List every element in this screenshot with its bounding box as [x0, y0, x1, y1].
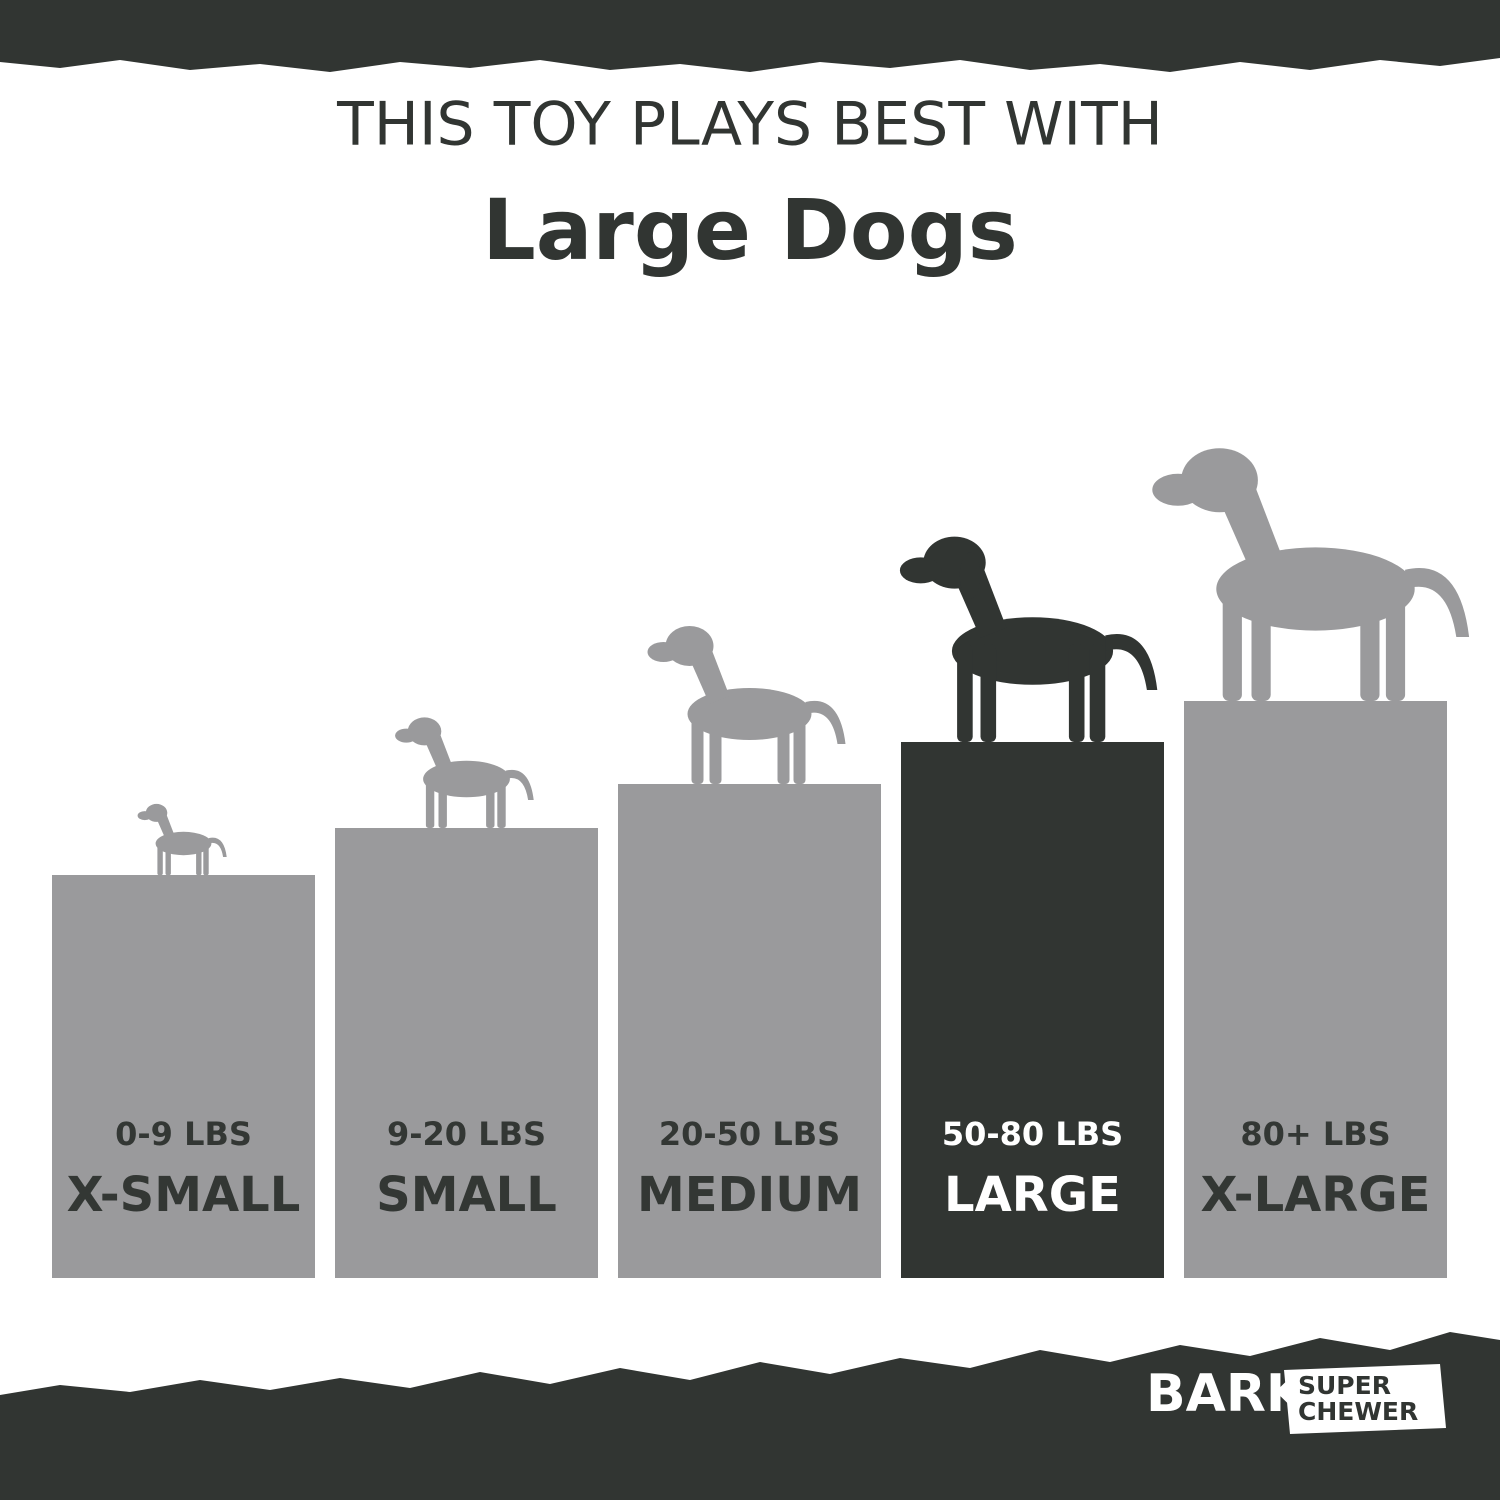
dog-leg: [957, 644, 973, 742]
dog-ear: [959, 552, 981, 599]
size-weight: 0-9 LBS: [115, 1115, 252, 1153]
title-line2: Large Dogs: [482, 181, 1018, 279]
dog-leg: [777, 709, 790, 784]
size-bars: 0-9 LBS X-SMALL 9-20 LBS SMALL 20-50 LBS MEDI…: [52, 448, 1470, 1278]
dog-leg: [1251, 581, 1271, 701]
dog-leg: [1385, 581, 1406, 701]
dog-tail: [208, 837, 227, 857]
dog-leg: [438, 775, 447, 828]
dog-tail: [505, 769, 534, 800]
title-line1: THIS TOY PLAYS BEST WITH: [336, 90, 1163, 160]
size-bar: [335, 828, 598, 1278]
dog-leg: [196, 841, 202, 875]
dog-ear: [1225, 467, 1252, 525]
dog-leg: [691, 709, 704, 784]
dog-silhouette: [137, 803, 227, 875]
dog-silhouette: [647, 626, 846, 784]
dog-leg: [980, 644, 997, 742]
size-label: X-SMALL: [67, 1167, 301, 1223]
dog-leg: [793, 709, 806, 784]
size-label: SMALL: [376, 1167, 557, 1223]
size-weight: 50-80 LBS: [942, 1115, 1123, 1153]
dog-leg: [1068, 644, 1085, 742]
size-bar: [52, 875, 315, 1278]
size-weight: 80+ LBS: [1240, 1115, 1390, 1153]
dog-tail: [1405, 568, 1470, 637]
dog-leg: [709, 709, 722, 784]
logo-brand: BARK: [1146, 1364, 1308, 1424]
dog-silhouette: [395, 717, 534, 828]
torn-top: [0, 0, 1500, 72]
size-weight: 9-20 LBS: [387, 1115, 546, 1153]
size-weight: 20-50 LBS: [659, 1115, 840, 1153]
dog-tail: [1105, 633, 1158, 690]
torn-bottom: [0, 1332, 1500, 1500]
size-bar: [1184, 701, 1447, 1278]
dog-silhouette: [1152, 448, 1470, 701]
dog-snout: [899, 557, 942, 584]
dog-silhouette: [899, 536, 1158, 742]
size-label: X-LARGE: [1201, 1167, 1431, 1223]
dog-leg: [1222, 581, 1242, 701]
dog-leg: [165, 841, 171, 875]
dog-leg: [486, 775, 495, 828]
dog-snout: [137, 811, 152, 821]
dog-ear: [693, 638, 710, 674]
dog-leg: [497, 775, 506, 828]
size-label: MEDIUM: [637, 1167, 862, 1223]
dog-snout: [1152, 473, 1204, 506]
dog-leg: [1360, 581, 1380, 701]
logo: BARK SUPER CHEWER: [1146, 1364, 1446, 1434]
dog-snout: [395, 728, 418, 743]
size-label: LARGE: [944, 1167, 1121, 1223]
dog-leg: [1089, 644, 1106, 742]
dog-ear: [158, 809, 166, 826]
dog-snout: [647, 642, 680, 662]
logo-box: [1284, 1364, 1446, 1434]
size-bar: [618, 784, 881, 1278]
logo-line2: CHEWER: [1298, 1397, 1418, 1426]
logo-line1: SUPER: [1298, 1371, 1391, 1400]
dog-leg: [425, 775, 435, 828]
dog-ear: [427, 725, 439, 751]
dog-tail: [805, 700, 846, 744]
dog-leg: [157, 841, 163, 875]
size-bar: [901, 742, 1164, 1278]
dog-leg: [203, 841, 209, 875]
